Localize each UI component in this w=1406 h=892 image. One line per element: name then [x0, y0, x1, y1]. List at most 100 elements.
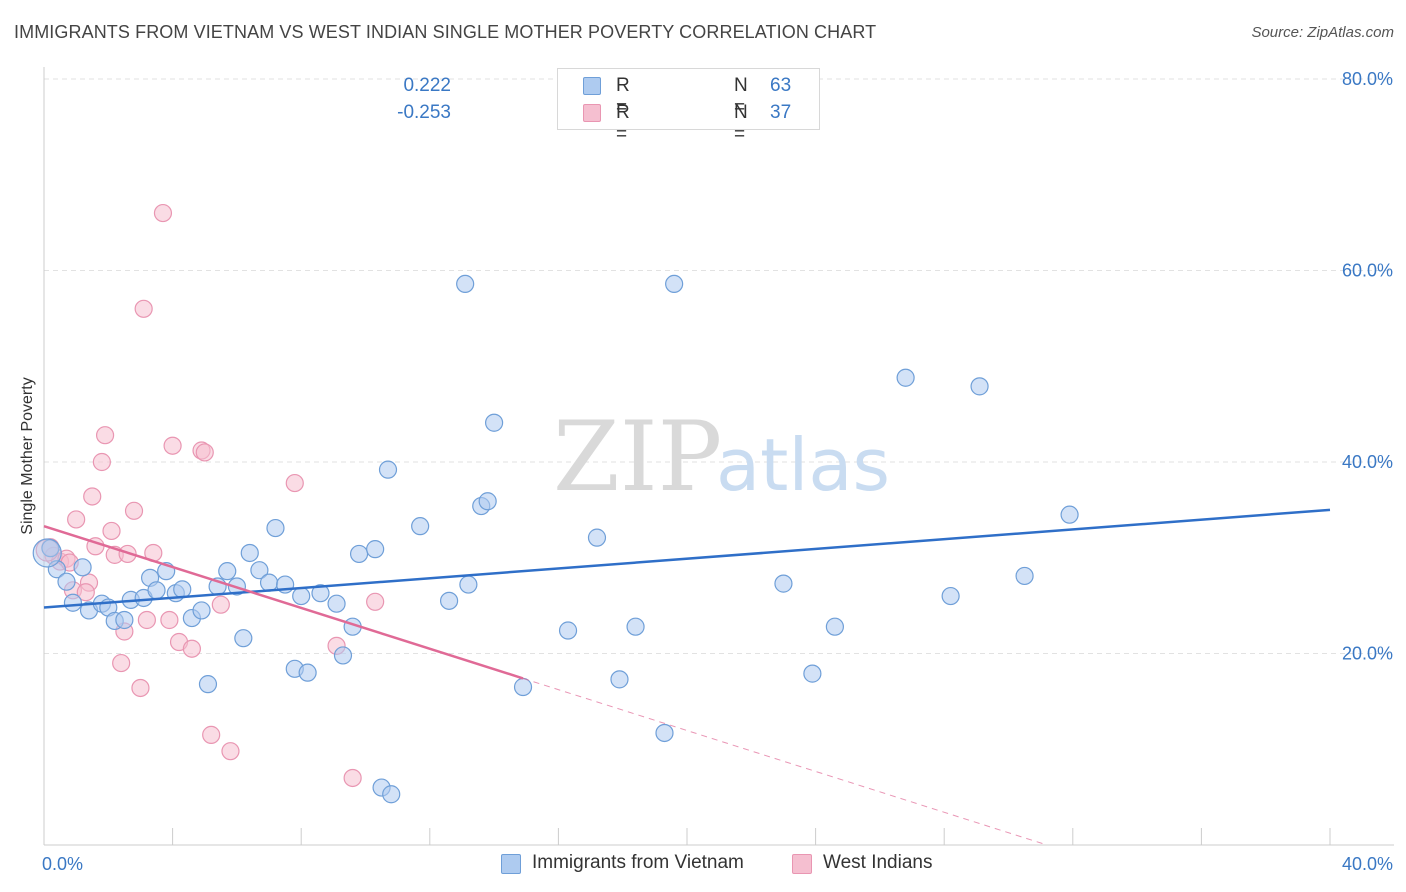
- vietnam-point-62: [1060, 505, 1079, 524]
- vietnam-point-53: [655, 723, 674, 743]
- vietnam-point-19: [198, 675, 218, 694]
- west-indians-point-27: [195, 443, 214, 462]
- west-indians-trend-line: [43, 524, 524, 680]
- west-indians-point-34: [366, 592, 385, 611]
- x-tick-label-0: 0.0%: [42, 854, 83, 874]
- west-indians-point-33: [343, 768, 362, 788]
- west-indians-points: [35, 203, 385, 788]
- west-indians-point-29: [211, 595, 230, 614]
- vietnam-point-30: [292, 586, 311, 606]
- west-indians-point-23: [163, 436, 182, 455]
- vietnam-point-32: [311, 584, 330, 603]
- legend-r-label: R =: [616, 102, 630, 145]
- west-indians-point-7: [83, 487, 102, 506]
- vietnam-point-41: [411, 517, 430, 536]
- vietnam-point-26: [259, 573, 279, 592]
- watermark-zip: ZIP: [553, 401, 722, 513]
- west-indians-point-16: [124, 501, 144, 520]
- west-indians-point-35: [76, 583, 95, 602]
- tick-labels: 20.0% 40.0% 60.0% 80.0% 0.0% 40.0%: [42, 69, 1393, 874]
- vietnam-point-13: [147, 581, 166, 600]
- vietnam-points: [32, 274, 1079, 804]
- vietnam-point-27: [266, 518, 285, 538]
- vietnam-point-9: [115, 610, 134, 630]
- west-indians-point-28: [202, 725, 221, 744]
- west-indians-point-9: [92, 452, 111, 472]
- trend-lines: [43, 508, 1331, 846]
- legend-swatch-west-indians: [792, 854, 812, 874]
- west-indians-point-17: [131, 678, 150, 698]
- vietnam-point-4: [73, 558, 92, 577]
- west-indians-point-13: [112, 653, 131, 673]
- y-tick-label-0: 20.0%: [1342, 644, 1393, 664]
- vietnam-point-55: [774, 574, 793, 593]
- west-indians-point-30: [221, 742, 240, 761]
- vietnam-point-33: [327, 594, 346, 613]
- vietnam-point-50: [587, 528, 607, 547]
- west-indians-point-5: [67, 510, 86, 529]
- vietnam-trend-line: [43, 508, 1331, 609]
- legend-r-label: R =: [616, 75, 630, 118]
- vietnam-point-34: [333, 646, 353, 665]
- vietnam-point-46: [478, 492, 497, 511]
- vietnam-point-40: [378, 460, 398, 479]
- vietnam-point-57: [825, 617, 844, 636]
- legend-n-value: 37: [770, 102, 792, 123]
- vietnam-point-58: [896, 368, 915, 387]
- watermark-atlas: atlas: [716, 423, 890, 507]
- correlation-legend: R = 0.222 N = 63 R = -0.253 N = 37: [397, 68, 820, 145]
- vietnam-point-16: [173, 580, 192, 599]
- vietnam-point-3: [63, 593, 83, 612]
- y-axis-label: Single Mother Poverty: [19, 377, 36, 535]
- watermark: ZIP atlas: [553, 401, 890, 513]
- west-indians-trend-extension: [522, 677, 1048, 846]
- west-indians-point-31: [285, 473, 304, 493]
- vietnam-point-21: [218, 562, 237, 581]
- vietnam-point-23: [234, 629, 253, 648]
- west-indians-point-10: [95, 426, 115, 445]
- vietnam-point-44: [459, 575, 478, 594]
- vietnam-point-18: [192, 601, 211, 620]
- axes-layer: [43, 67, 1394, 846]
- legend-label-west-indians: West Indians: [823, 852, 933, 873]
- legend-n-value: 63: [770, 75, 792, 96]
- vietnam-point-47: [485, 413, 504, 432]
- vietnam-point-59: [941, 586, 960, 606]
- legend-r-value: 0.222: [403, 75, 451, 96]
- west-indians-point-11: [102, 521, 121, 541]
- legend-n-label: N =: [734, 75, 748, 118]
- legend-swatch-vietnam: [583, 77, 601, 95]
- west-indians-point-25: [182, 639, 201, 658]
- legend-swatch-west-indians: [583, 104, 601, 122]
- vietnam-point-60: [970, 377, 989, 396]
- vietnam-point-25: [250, 561, 269, 580]
- y-tick-label-1: 40.0%: [1342, 452, 1393, 472]
- west-indians-point-19: [137, 610, 156, 630]
- vietnam-point-24: [240, 543, 259, 563]
- west-indians-point-18: [134, 299, 153, 318]
- grid-layer: [44, 78, 1394, 654]
- legend-label-vietnam: Immigrants from Vietnam: [532, 852, 744, 873]
- vietnam-point-56: [803, 664, 822, 683]
- y-tick-label-2: 60.0%: [1342, 261, 1393, 281]
- vietnam-point-54: [665, 274, 684, 294]
- vietnam-point-51: [610, 670, 629, 689]
- legend-n-label: N =: [734, 102, 748, 145]
- vietnam-point-2: [57, 572, 76, 591]
- west-indians-point-22: [160, 610, 179, 630]
- vietnam-point-39: [382, 785, 401, 804]
- west-indians-point-21: [153, 203, 173, 223]
- vietnam-point-52: [626, 617, 645, 636]
- vietnam-point-36: [349, 544, 369, 564]
- vietnam-point-48: [513, 677, 533, 697]
- vietnam-point-61: [1015, 566, 1034, 586]
- vietnam-point-37: [366, 540, 385, 559]
- vietnam-point-42: [439, 591, 459, 610]
- vietnam-point-49: [558, 621, 578, 640]
- vietnam-point-1: [47, 560, 66, 579]
- vietnam-point-31: [298, 663, 317, 682]
- vietnam-point-43: [456, 274, 475, 294]
- legend-swatch-vietnam: [501, 854, 521, 874]
- vietnam-point-cluster: [32, 538, 62, 568]
